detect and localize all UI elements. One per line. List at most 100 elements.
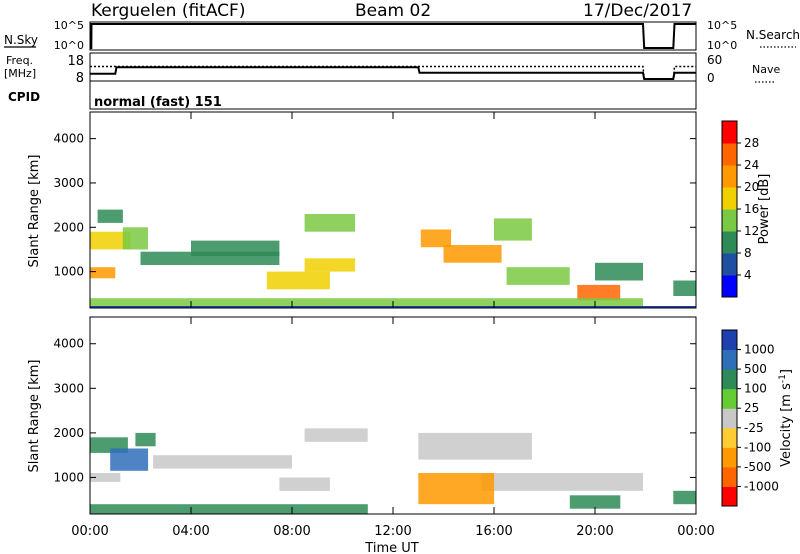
colorbar-tick-label: 1000 bbox=[744, 343, 775, 357]
x-tick-label: 08:00 bbox=[273, 524, 310, 539]
colorbar-tick-label: -100 bbox=[744, 440, 771, 454]
power-panel: 1000 2000 3000 4000 Slant Range [km] bbox=[27, 111, 697, 309]
colorbar-segment bbox=[722, 388, 737, 409]
nsky-panel: N.Sky 10^5 10^0 10^5 10^0 N.Search bbox=[4, 19, 800, 52]
nsky-tick-top: 10^5 bbox=[54, 19, 84, 32]
colorbar-segment bbox=[722, 466, 737, 487]
nsearch-label: N.Search bbox=[746, 28, 800, 42]
echo-patch bbox=[304, 428, 368, 442]
echo-patch bbox=[673, 490, 696, 505]
echo-patch bbox=[90, 473, 121, 482]
colorbar-tick-label: 24 bbox=[744, 158, 759, 172]
colorbar-tick-label: 8 bbox=[744, 246, 752, 260]
echo-patch bbox=[673, 280, 696, 296]
echo-patch bbox=[595, 262, 643, 281]
colorbar-segment bbox=[722, 427, 737, 448]
freq-unit: [MHz] bbox=[4, 67, 36, 80]
power-heatmap bbox=[90, 209, 696, 308]
echo-patch bbox=[191, 240, 280, 257]
echo-patch bbox=[420, 229, 452, 248]
velocity-colorbar: -1000 -500 -100 -25 25 100 500 1000 Velocity [m… bbox=[721, 329, 794, 507]
velocity-y-axis-label: Slant Range [km] bbox=[27, 360, 42, 473]
y-tick-label: 2000 bbox=[53, 220, 84, 234]
power-colorbar: 4 8 12 16 20 24 28 Power [dB] bbox=[721, 120, 772, 298]
velocity-heatmap bbox=[90, 428, 696, 514]
date-title: 17/Dec/2017 bbox=[583, 1, 692, 21]
x-tick-label: 04:00 bbox=[172, 524, 209, 539]
freq-series-line bbox=[90, 66, 696, 80]
echo-patch bbox=[304, 214, 356, 232]
beam-title: Beam 02 bbox=[355, 1, 431, 21]
cpid-text: normal (fast) 151 bbox=[94, 95, 222, 110]
colorbar-tick-label: 4 bbox=[744, 268, 752, 282]
colorbar-segment bbox=[722, 253, 737, 276]
echo-patch bbox=[97, 209, 123, 223]
colorbar-tick-label: 16 bbox=[744, 202, 759, 216]
colorbar-tick-label: 500 bbox=[744, 362, 767, 376]
echo-patch bbox=[122, 227, 148, 250]
nsearch-tick-bottom: 10^0 bbox=[707, 39, 737, 52]
power-y-axis: 1000 2000 3000 4000 bbox=[53, 132, 696, 279]
echo-patch bbox=[90, 504, 368, 514]
echo-patch bbox=[135, 432, 156, 447]
echo-patch bbox=[494, 218, 532, 241]
x-tick-label: 12:00 bbox=[374, 524, 411, 539]
colorbar-tick-label: -25 bbox=[744, 421, 764, 435]
y-tick-label: 3000 bbox=[53, 381, 84, 395]
colorbar-segment bbox=[722, 275, 737, 298]
power-colorbar-label: Power [dB] bbox=[757, 174, 772, 245]
velocity-y-axis: 1000 2000 3000 4000 bbox=[53, 337, 696, 484]
colorbar-segment bbox=[722, 209, 737, 232]
nave-tick-top: 60 bbox=[707, 53, 722, 67]
echo-patch bbox=[110, 448, 149, 471]
y-tick-label: 1000 bbox=[53, 265, 84, 279]
colorbar-segment bbox=[722, 330, 737, 351]
x-axis: 00:00 04:00 08:00 12:00 16:00 20:00 00:00 bbox=[71, 112, 715, 539]
echo-patch bbox=[279, 477, 330, 491]
nave-label: Nave bbox=[752, 63, 780, 76]
echo-patch bbox=[577, 284, 621, 301]
colorbar-tick-label: 25 bbox=[744, 401, 759, 415]
echo-patch bbox=[90, 298, 643, 308]
echo-patch bbox=[266, 271, 330, 290]
x-axis-label: Time UT bbox=[364, 541, 418, 554]
colorbar-tick-label: 100 bbox=[744, 382, 767, 396]
y-tick-label: 4000 bbox=[53, 337, 84, 351]
y-tick-label: 4000 bbox=[53, 132, 84, 146]
colorbar-segment bbox=[722, 349, 737, 370]
colorbar-segment bbox=[722, 231, 737, 254]
echo-patch bbox=[418, 473, 495, 505]
freq-label: Freq. bbox=[6, 54, 33, 67]
nsky-label: N.Sky bbox=[4, 33, 38, 47]
echo-patch bbox=[304, 258, 356, 272]
nave-series-line bbox=[90, 65, 696, 80]
nave-tick-bottom: 0 bbox=[707, 71, 715, 85]
echo-patch bbox=[481, 473, 643, 491]
colorbar-segment bbox=[722, 408, 737, 429]
power-y-axis-label: Slant Range [km] bbox=[27, 155, 42, 268]
echo-patch bbox=[443, 245, 502, 263]
colorbar-segment bbox=[722, 165, 737, 188]
y-tick-label: 2000 bbox=[53, 426, 84, 440]
echo-patch bbox=[418, 432, 532, 460]
echo-patch bbox=[90, 267, 116, 279]
colorbar-tick-label: 20 bbox=[744, 180, 759, 194]
colorbar-tick-label: -1000 bbox=[744, 479, 779, 493]
colorbar-tick-label: -500 bbox=[744, 460, 771, 474]
cpid-panel: CPID normal (fast) 151 bbox=[8, 80, 697, 110]
velocity-panel: 1000 2000 3000 4000 Slant Range [km] bbox=[27, 316, 697, 515]
x-tick-label: 16:00 bbox=[475, 524, 512, 539]
nsky-series-line bbox=[90, 23, 696, 49]
colorbar-segment bbox=[722, 447, 737, 468]
colorbar-segment bbox=[722, 369, 737, 390]
velocity-colorbar-label: Velocity [m s-1] bbox=[778, 369, 794, 467]
colorbar-tick-label: 28 bbox=[744, 136, 759, 150]
colorbar-segment bbox=[722, 187, 737, 210]
freq-panel: Freq. [MHz] 18 8 60 0 Nave bbox=[4, 52, 780, 86]
x-tick-label: 00:00 bbox=[71, 524, 108, 539]
freq-tick-bottom: 8 bbox=[76, 71, 84, 86]
freq-tick-top: 18 bbox=[67, 54, 84, 69]
echo-patch bbox=[506, 267, 570, 285]
y-tick-label: 3000 bbox=[53, 176, 84, 190]
